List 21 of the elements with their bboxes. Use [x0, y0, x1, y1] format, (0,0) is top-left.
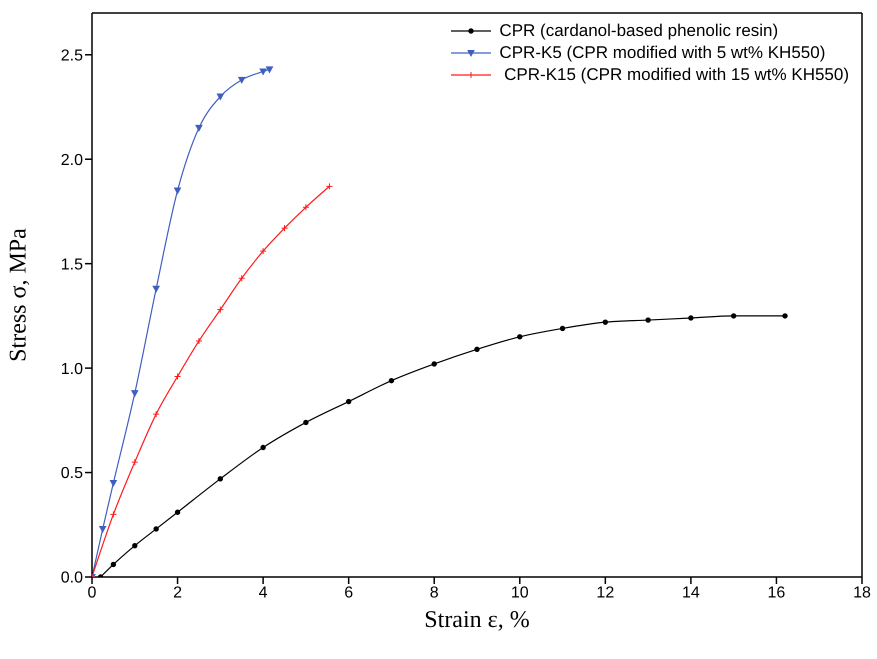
legend-label: CPR-K15 (CPR modified with 15 wt% KH550): [503, 64, 849, 86]
x-tick-label: 4: [258, 584, 268, 602]
legend-label: CPR-K5 (CPR modified with 5 wt% KH550): [499, 42, 826, 64]
x-tick-label: 12: [596, 584, 614, 602]
x-tick-label: 18: [853, 584, 871, 602]
x-tick-label: 0: [88, 584, 97, 602]
x-tick-label: 16: [768, 584, 786, 602]
y-tick-label: 2.0: [60, 152, 84, 169]
x-tick-label: 14: [682, 584, 700, 602]
y-axis-title: Stress σ, MPa: [6, 228, 32, 362]
x-tick-label: 8: [430, 584, 439, 602]
legend-label: CPR (cardanol-based phenolic resin): [499, 20, 778, 42]
y-tick-label: 0.5: [60, 465, 84, 482]
x-tick-label: 10: [510, 584, 529, 602]
x-tick-label: 6: [344, 584, 354, 602]
y-tick-label: 0.0: [60, 570, 84, 587]
x-axis-title: Strain ε, %: [424, 607, 530, 633]
y-tick-label: 1.0: [60, 360, 84, 378]
y-tick-label: 2.5: [60, 47, 84, 64]
y-tick-label: 1.5: [60, 256, 84, 274]
x-tick-label: 2: [173, 584, 182, 602]
